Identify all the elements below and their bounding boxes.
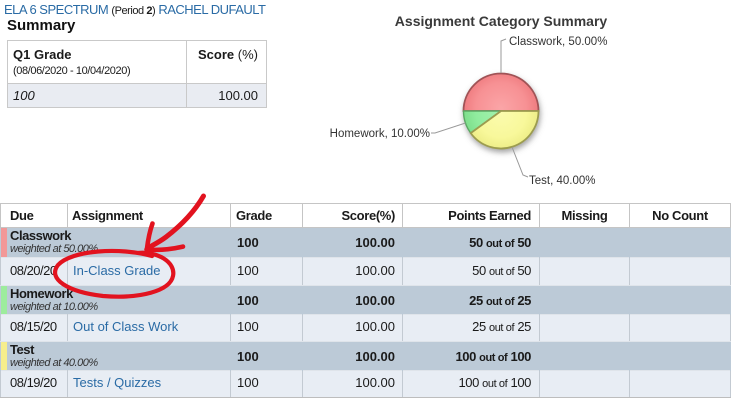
svg-text:Assignment Category Summary: Assignment Category Summary (395, 13, 608, 29)
svg-text:Test, 40.00%: Test, 40.00% (529, 175, 595, 187)
svg-text:Homework, 10.00%: Homework, 10.00% (330, 128, 430, 140)
svg-text:Classwork, 50.00%: Classwork, 50.00% (509, 36, 607, 48)
